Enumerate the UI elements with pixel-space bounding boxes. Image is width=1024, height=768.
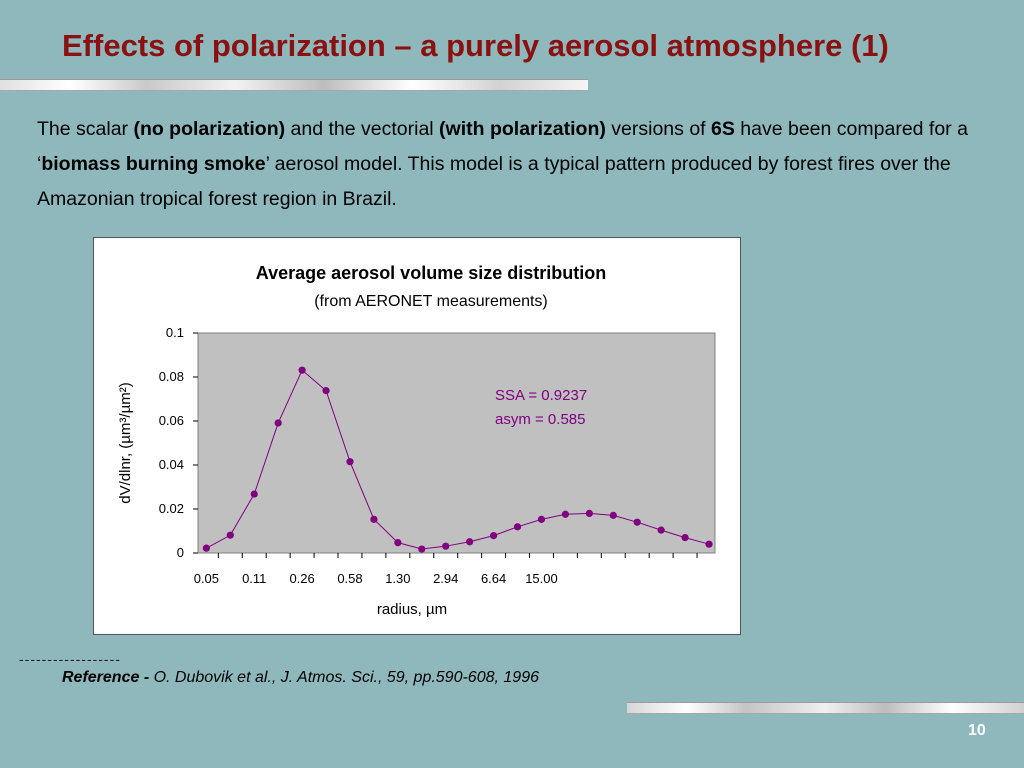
data-point	[226, 531, 234, 539]
x-tick-label: 15.00	[525, 571, 558, 586]
footer-divider	[627, 702, 1024, 714]
data-point	[346, 458, 354, 466]
data-point	[322, 387, 330, 395]
data-point	[370, 515, 378, 523]
chart-title: Average aerosol volume size distribution	[256, 263, 606, 283]
y-tick-label: 0.1	[166, 325, 184, 340]
data-point	[513, 523, 522, 531]
x-tick-label: 1.30	[385, 571, 410, 586]
chart-container: Average aerosol volume size distribution…	[93, 237, 741, 635]
data-point	[394, 539, 402, 547]
data-point	[298, 366, 306, 374]
data-point	[537, 515, 546, 523]
chart-subtitle: (from AERONET measurements)	[314, 293, 548, 310]
data-point	[202, 544, 210, 552]
x-tick-label: 0.58	[337, 571, 362, 586]
y-tick-label: 0	[177, 545, 184, 560]
x-axis-label: radius, µm	[377, 601, 447, 618]
reference-line: Reference - O. Dubovik et al., J. Atmos.…	[62, 669, 539, 687]
data-point	[561, 510, 570, 518]
x-tick-label: 6.64	[481, 571, 506, 586]
data-point	[633, 518, 641, 526]
intro-paragraph: The scalar (no polarization) and the vec…	[37, 118, 968, 210]
plot-area	[197, 332, 716, 554]
title-divider	[0, 79, 588, 91]
data-point	[489, 532, 498, 540]
y-axis-label: dV/dlnr, (µm³/µm²)	[117, 382, 134, 503]
y-tick-label: 0.04	[159, 457, 184, 472]
data-point	[442, 542, 450, 550]
data-point	[274, 419, 282, 427]
data-point	[705, 540, 713, 548]
reference-separator: ------------------	[19, 651, 121, 667]
series-line	[206, 369, 710, 550]
x-tick-label: 0.26	[289, 571, 314, 586]
x-tick-label: 0.11	[242, 571, 266, 586]
data-point	[250, 490, 258, 498]
data-point	[681, 534, 689, 542]
ssa-annotation: SSA = 0.9237	[495, 387, 587, 404]
page-number: 10	[968, 722, 986, 739]
data-point	[657, 526, 665, 534]
data-point	[418, 545, 426, 553]
x-tick-label: 2.94	[433, 571, 458, 586]
size-distribution-chart: Average aerosol volume size distribution…	[117, 263, 716, 618]
reference-text: O. Dubovik et al., J. Atmos. Sci., 59, p…	[153, 669, 539, 686]
asym-annotation: asym = 0.585	[495, 411, 585, 428]
x-tick-label: 0.05	[194, 571, 219, 586]
data-point	[609, 511, 617, 519]
reference-label: Reference -	[62, 669, 154, 686]
data-point	[466, 538, 474, 546]
data-point	[585, 509, 593, 517]
y-tick-label: 0.08	[159, 369, 184, 384]
slide-title: Effects of polarization – a purely aeros…	[62, 28, 889, 63]
y-tick-label: 0.06	[159, 413, 184, 428]
y-tick-label: 0.02	[159, 501, 184, 516]
